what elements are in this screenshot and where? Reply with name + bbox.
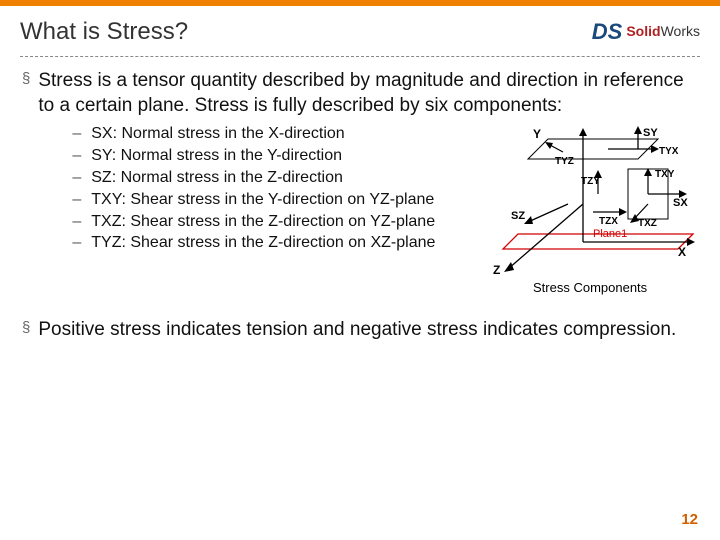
- sub-item: –SZ: Normal stress in the Z-direction: [72, 168, 455, 189]
- dash-glyph: –: [72, 212, 81, 233]
- lbl-TXZ: TXZ: [638, 218, 657, 229]
- sub-text: SX: Normal stress in the X-direction: [91, 124, 344, 145]
- lbl-Y: Y: [533, 127, 541, 141]
- sub-item: –SX: Normal stress in the X-direction: [72, 124, 455, 145]
- bullet-glyph: §: [22, 69, 30, 304]
- sub-item: –TXY: Shear stress in the Y-direction on…: [72, 190, 455, 211]
- bullet-glyph: §: [22, 318, 30, 343]
- bullet-main-1-text: Stress is a tensor quantity described by…: [38, 69, 698, 118]
- lbl-Plane1: Plane1: [593, 228, 627, 240]
- lbl-TYZ: TYZ: [555, 156, 574, 167]
- dash-glyph: –: [72, 168, 81, 189]
- diagram-caption: Stress Components: [533, 280, 648, 295]
- sub-text: SZ: Normal stress in the Z-direction: [91, 168, 343, 189]
- page-title: What is Stress?: [20, 18, 188, 46]
- sub-text: TXY: Shear stress in the Y-direction on …: [91, 190, 434, 211]
- sub-text: TYZ: Shear stress in the Z-direction on …: [91, 233, 435, 254]
- sub-item: –TXZ: Shear stress in the Z-direction on…: [72, 212, 455, 233]
- header: What is Stress? DS SolidWorks: [0, 6, 720, 52]
- lbl-SX: SX: [673, 197, 688, 209]
- header-divider: [20, 56, 700, 57]
- sub-text: SY: Normal stress in the Y-direction: [91, 146, 342, 167]
- content-area: § Stress is a tensor quantity described …: [0, 69, 720, 343]
- lbl-TXY: TXY: [655, 169, 675, 180]
- lbl-Z: Z: [493, 263, 500, 277]
- lbl-TYX: TYX: [659, 146, 679, 157]
- lbl-SZ: SZ: [511, 210, 525, 222]
- logo-text-solid: Solid: [626, 23, 660, 39]
- sub-bullet-list: –SX: Normal stress in the X-direction –S…: [38, 124, 455, 304]
- dash-glyph: –: [72, 124, 81, 145]
- sub-item: –SY: Normal stress in the Y-direction: [72, 146, 455, 167]
- logo-mark: DS: [592, 19, 623, 45]
- sub-item: –TYZ: Shear stress in the Z-direction on…: [72, 233, 455, 254]
- dash-glyph: –: [72, 190, 81, 211]
- sub-row: –SX: Normal stress in the X-direction –S…: [38, 124, 698, 304]
- lbl-TZX: TZX: [599, 216, 618, 227]
- page-number: 12: [681, 511, 698, 528]
- bullet-main-2: § Positive stress indicates tension and …: [22, 318, 698, 343]
- lbl-X: X: [678, 245, 686, 259]
- stress-components-diagram: Y SY TYZ TYX TZY TXY SX SZ TZX TXZ Plane…: [473, 124, 698, 304]
- lbl-SY: SY: [643, 127, 658, 139]
- dash-glyph: –: [72, 146, 81, 167]
- bullet-main-1: § Stress is a tensor quantity described …: [22, 69, 698, 304]
- bullet-main-2-text: Positive stress indicates tension and ne…: [38, 318, 676, 343]
- lbl-TZY: TZY: [581, 176, 600, 187]
- sub-text: TXZ: Shear stress in the Z-direction on …: [91, 212, 435, 233]
- dash-glyph: –: [72, 233, 81, 254]
- brand-logo: DS SolidWorks: [592, 19, 700, 45]
- logo-text-works: Works: [661, 23, 700, 39]
